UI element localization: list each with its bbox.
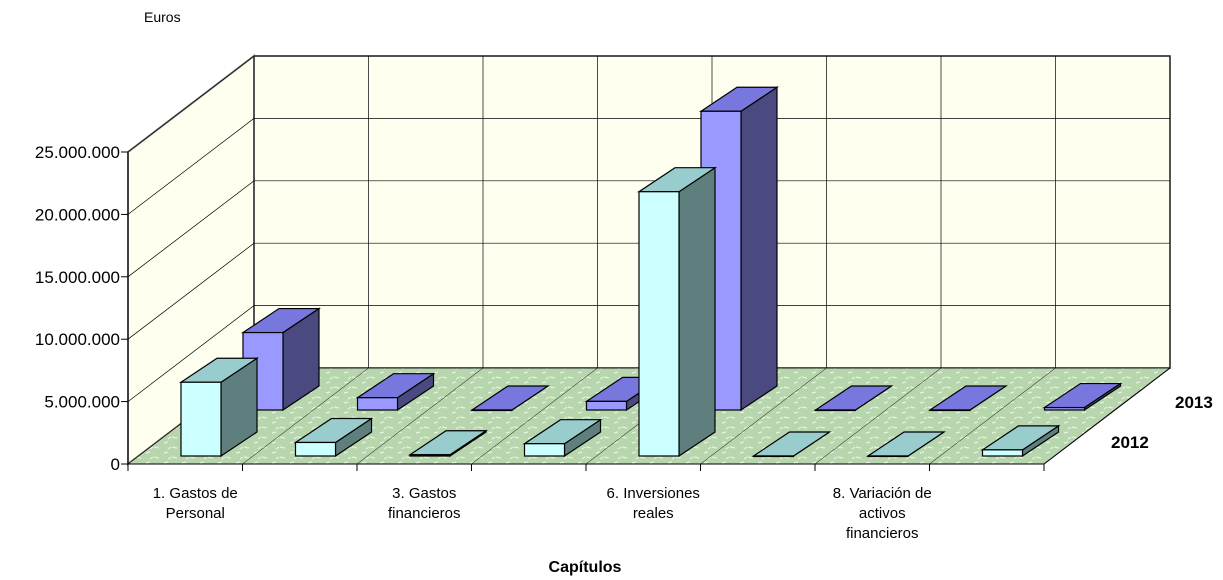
bar-2012 (866, 431, 946, 458)
bar-2013 (241, 307, 321, 412)
bar-2013 (928, 385, 1008, 412)
bar-side (678, 166, 716, 458)
bar-2012 (408, 429, 488, 458)
gridline (356, 367, 484, 465)
bar-2013 (813, 385, 894, 412)
axes: 0 5.000.000 10.000.000 15.000.000 20.000.000… (35, 143, 1213, 542)
depth-axis (1043, 367, 1171, 465)
bar-front (1043, 406, 1086, 411)
bar-front (585, 400, 628, 411)
bar-2012 (751, 431, 832, 458)
bar-front (294, 441, 337, 457)
bar-side (740, 86, 778, 412)
bar-2013 (1042, 382, 1123, 412)
y-tick-label: 25.000.000 (35, 143, 120, 162)
bar-2013 (355, 372, 436, 412)
bar-front (867, 455, 909, 458)
bar-front (356, 397, 399, 411)
gridline (814, 367, 942, 465)
y-tick-label: 10.000.000 (35, 330, 120, 349)
y-axis-title: Euros (144, 9, 181, 25)
bar-2012 (293, 417, 374, 458)
bar-front (471, 409, 513, 412)
series-label: 2013 (1175, 393, 1213, 412)
bar-front (814, 409, 857, 412)
bar-2012 (637, 166, 717, 458)
gridline (242, 367, 369, 465)
bar-front (981, 449, 1024, 457)
bar-front (752, 455, 795, 458)
y-tick-label: 5.000.000 (44, 393, 120, 412)
bar-2012 (179, 357, 259, 458)
bar-2012 (980, 424, 1061, 458)
series-label: 2012 (1111, 433, 1149, 452)
bar-front (180, 381, 222, 457)
x-tick-label: financieros (388, 505, 461, 522)
x-tick-label: 6. Inversiones (607, 485, 700, 502)
bar-2012 (522, 418, 603, 458)
gridline (700, 367, 827, 465)
x-tick-label: 1. Gastos de (153, 485, 238, 502)
gridline (471, 367, 598, 465)
gridline (929, 367, 1056, 465)
bar-front (929, 409, 971, 412)
bar-front (638, 191, 680, 457)
x-tick-label: activos (859, 505, 906, 522)
x-axis-title: Capítulos (549, 559, 622, 576)
bar-front (523, 443, 566, 457)
y-tick-label: 0 (111, 455, 120, 474)
x-tick-label: 8. Variación de (833, 485, 932, 502)
x-tick-label: Personal (166, 505, 225, 522)
y-tick-label: 15.000.000 (35, 268, 120, 287)
bars (179, 86, 1123, 458)
x-tick-label: financieros (846, 525, 919, 542)
x-tick-label: 3. Gastos (392, 485, 456, 502)
y-tick-label: 20.000.000 (35, 205, 120, 224)
bar-front (409, 454, 451, 457)
bar-2013 (470, 385, 550, 412)
x-tick-label: reales (633, 505, 674, 522)
